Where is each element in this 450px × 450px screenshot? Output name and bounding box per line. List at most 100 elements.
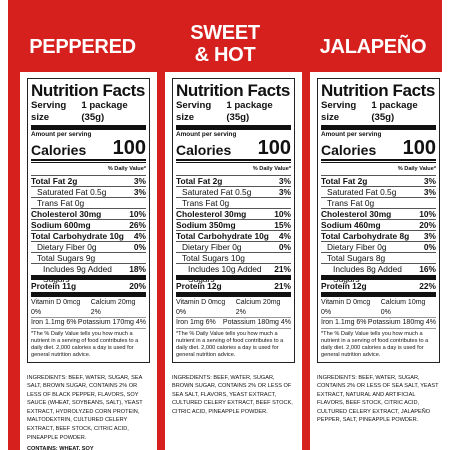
vitamin-list: Vitamin D 0mcg 0% Calcium 20mg 2% Iron 1mg… — [176, 298, 291, 329]
protein-label: Protein 12g — [176, 281, 222, 291]
flavor-title-line: & HOT — [194, 44, 256, 66]
nutrient-row: Cholesterol 30mg 10% — [321, 208, 436, 219]
nutrient-label: Total Fat 2g — [176, 176, 223, 186]
serving-size-row: Serving size 1 package (35g) — [321, 100, 436, 124]
nutrient-row: Trans Fat 0g — [176, 197, 291, 208]
nutrient-label: Trans Fat 0g — [327, 198, 375, 208]
protein-dv: 22% — [419, 281, 436, 291]
nutrient-dv: 10% — [274, 209, 291, 219]
nutrient-dv: 26% — [129, 220, 146, 230]
protein-row: Protein 12g 21% — [176, 281, 291, 291]
vitamin-row: Vitamin D 0mcg 0% Calcium 20mg 2% — [176, 298, 291, 318]
vitamin-value: Iron 1.1mg 6% — [31, 319, 77, 326]
nutrient-label: Cholesterol 30mg — [321, 209, 392, 219]
daily-value-footnote: *The % Daily Value tells you how much a … — [321, 330, 429, 358]
serving-size-row: Serving size 1 package (35g) — [176, 100, 291, 124]
medium-divider — [31, 159, 146, 161]
nutrition-facts-label: Nutrition Facts Serving size 1 package (… — [317, 78, 440, 363]
protein-dv: 20% — [129, 281, 146, 291]
amount-per-serving: Amount per serving — [31, 131, 92, 138]
vitamin-row: Vitamin D 0mcg 0% Calcium 10mg 0% — [321, 298, 436, 318]
flavor-title-line: JALAPEÑO — [319, 36, 427, 58]
medium-divider — [176, 159, 291, 161]
thick-divider — [321, 292, 436, 297]
nutrient-label: Trans Fat 0g — [37, 198, 85, 208]
flavor-title-peppered: PEPPERED — [20, 36, 145, 58]
protein-label: Protein 11g — [31, 281, 77, 291]
nutrient-label: Total Sugars 8g — [327, 253, 386, 263]
calories-label: Calories — [176, 142, 232, 158]
nutrient-row: Total Carbohydrate 10g 4% — [31, 230, 146, 241]
nutrient-row: Total Sugars 9g — [31, 252, 146, 263]
vitamin-value: Vitamin D 0mcg 0% — [31, 299, 81, 316]
nutrient-label: Sodium 600mg — [31, 220, 91, 230]
nutrient-dv: 3% — [133, 187, 146, 197]
amount-per-serving: Amount per serving — [321, 131, 382, 138]
nutrient-dv: 21% — [274, 264, 291, 274]
vitamin-value: Potassium 170mg 4% — [77, 319, 146, 326]
nutrition-panel: Nutrition Facts Serving size 1 package (… — [310, 72, 447, 450]
nutrition-facts-label: Nutrition Facts Serving size 1 package (… — [172, 78, 295, 363]
nutrient-dv: 3% — [278, 187, 291, 197]
nutrition-facts-title: Nutrition Facts — [31, 81, 145, 100]
nutrient-row: Dietary Fiber 0g 0% — [321, 241, 436, 252]
calories-value: 100 — [112, 137, 146, 159]
vitamin-value: Calcium 10mg 0% — [380, 299, 426, 316]
flavor-title-line: PEPPERED — [29, 36, 136, 58]
nutrient-label: Includes 8g Added Sugars — [333, 264, 402, 284]
calories-row: Calories 100 — [321, 138, 436, 158]
nutrient-dv: 18% — [129, 264, 146, 274]
nutrition-panel: Nutrition Facts Serving size 1 package (… — [20, 72, 157, 450]
nutrient-row: Total Carbohydrate 8g 3% — [321, 230, 436, 241]
nutrient-row: Saturated Fat 0.5g 3% — [176, 186, 291, 197]
flavor-title-line: SWEET — [190, 22, 260, 44]
nutrient-row: Total Fat 2g 3% — [321, 175, 436, 186]
nutrient-dv: 10% — [129, 209, 146, 219]
nutrient-dv: 3% — [423, 176, 436, 186]
vitamin-list: Vitamin D 0mcg 0% Calcium 20mg 2% Iron 1.1… — [31, 298, 146, 329]
serving-size-row: Serving size 1 package (35g) — [31, 100, 146, 124]
nutrient-label: Total Sugars 10g — [182, 253, 245, 263]
vitamin-value: Iron 1mg 6% — [176, 319, 216, 326]
nutrient-dv: 3% — [278, 176, 291, 186]
medium-divider — [321, 159, 436, 161]
nutrient-label: Saturated Fat 0.5g — [182, 187, 252, 197]
nutrient-label: Total Sugars 9g — [37, 253, 96, 263]
nutrient-row: Cholesterol 30mg 10% — [31, 208, 146, 219]
nutrient-label: Saturated Fat 0.5g — [327, 187, 397, 197]
protein-dv: 21% — [274, 281, 291, 291]
thick-divider — [176, 292, 291, 297]
serving-size-label: Serving size — [31, 100, 67, 123]
nutrient-dv: 16% — [419, 264, 436, 274]
nutrient-row: Sodium 600mg 26% — [31, 219, 146, 230]
nutrient-label: Trans Fat 0g — [182, 198, 230, 208]
nutrient-dv: 3% — [423, 231, 436, 241]
nutrient-row: Dietary Fiber 0g 0% — [176, 241, 291, 252]
nutrient-row: Total Fat 2g 3% — [31, 175, 146, 186]
nutrient-row: Includes 9g Added Sugars 18% — [31, 263, 146, 284]
nutrient-dv: 0% — [278, 242, 291, 252]
vitamin-value: Potassium 180mg 4% — [222, 319, 291, 326]
amount-per-serving: Amount per serving — [176, 131, 237, 138]
nutrient-row: Total Sugars 8g — [321, 252, 436, 263]
serving-size-label: Serving size — [176, 100, 212, 123]
ingredients-text: INGREDIENTS: BEEF, WATER, SUGAR, BROWN S… — [172, 374, 293, 415]
nutrient-label: Saturated Fat 0.5g — [37, 187, 107, 197]
nutrient-label: Sodium 350mg — [176, 220, 236, 230]
nutrient-dv: 0% — [423, 242, 436, 252]
nutrient-dv: 3% — [423, 187, 436, 197]
nutrient-row: Includes 8g Added Sugars 16% — [321, 263, 436, 284]
vitamin-row: Iron 1mg 6% Potassium 180mg 4% — [176, 318, 291, 329]
nutrient-label: Dietary Fiber 0g — [182, 242, 242, 252]
nutrient-row: Sodium 460mg 20% — [321, 219, 436, 230]
nutrient-label: Total Fat 2g — [321, 176, 368, 186]
vitamin-value: Potassium 180mg 4% — [367, 319, 436, 326]
nutrient-row: Trans Fat 0g — [31, 197, 146, 208]
vitamin-list: Vitamin D 0mcg 0% Calcium 10mg 0% Iron 1.1… — [321, 298, 436, 329]
nutrient-row: Saturated Fat 0.5g 3% — [31, 186, 146, 197]
daily-value-header: % Daily Value* — [176, 162, 291, 175]
thick-divider — [176, 275, 291, 280]
nutrient-dv: 0% — [133, 242, 146, 252]
nutrition-facts-title: Nutrition Facts — [321, 81, 435, 100]
vitamin-row: Iron 1.1mg 6% Potassium 170mg 4% — [31, 318, 146, 329]
